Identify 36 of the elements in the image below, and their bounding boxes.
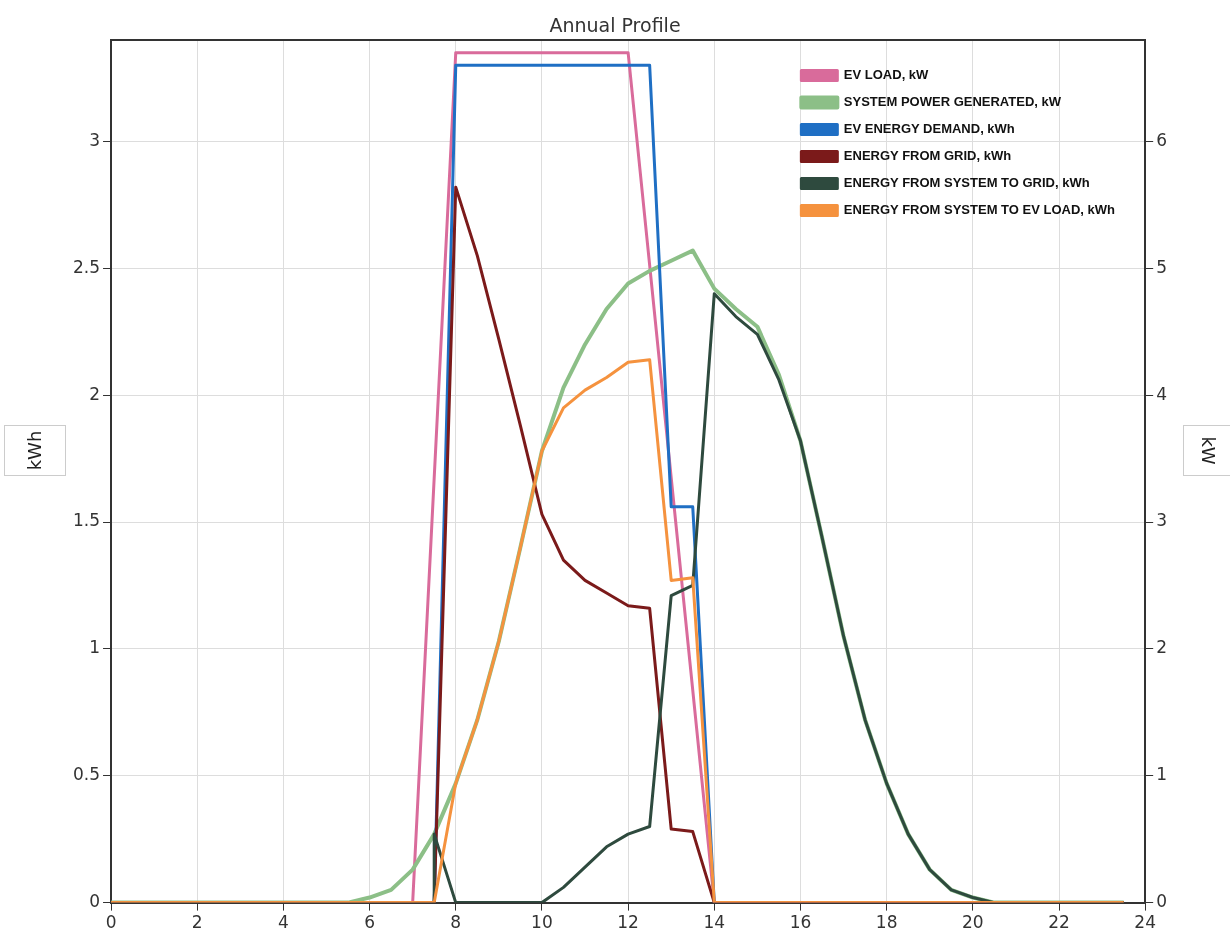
x-tick-label: 22	[1048, 912, 1070, 933]
x-tick-label: 10	[531, 912, 553, 933]
y2-axis-title: kW	[1197, 436, 1219, 465]
chart-title: Annual Profile	[548, 14, 682, 36]
y2-tick-label: 3	[1156, 510, 1168, 531]
x-tick-label: 14	[703, 912, 726, 933]
y2-tick-label: 4	[1156, 383, 1168, 404]
x-tick-label: 4	[277, 912, 289, 933]
y-tick-label: 2	[89, 383, 101, 404]
legend-label: EV LOAD, kW	[843, 67, 930, 83]
y-tick-label: 0	[89, 891, 101, 912]
legend-label: ENERGY FROM SYSTEM TO EV LOAD, kWh	[843, 202, 1116, 218]
y-tick-label: 1.5	[72, 510, 101, 531]
x-tick-label: 6	[364, 912, 375, 933]
y2-tick-label: 6	[1156, 129, 1168, 150]
y-tick-label: 1	[89, 637, 101, 658]
x-tick-label: 2	[191, 912, 203, 933]
legend-label: ENERGY FROM GRID, kWh	[843, 148, 1012, 164]
x-tick-label: 20	[962, 912, 984, 933]
x-tick-label: 0	[105, 912, 117, 933]
legend-label: EV ENERGY DEMAND, kWh	[843, 121, 1015, 137]
y2-tick-label: 1	[1156, 764, 1168, 785]
y2-tick-label: 2	[1156, 637, 1168, 658]
y2-tick-label: 5	[1156, 256, 1168, 277]
y-axis-title: kWh	[24, 430, 46, 471]
y-tick-label: 2.5	[72, 256, 101, 277]
x-tick-label: 24	[1134, 912, 1156, 933]
y-tick-label: 3	[89, 129, 101, 150]
legend-label: ENERGY FROM SYSTEM TO GRID, kWh	[843, 175, 1090, 191]
legend-label: SYSTEM POWER GENERATED, kW	[843, 94, 1062, 110]
x-tick-label: 12	[617, 912, 639, 933]
y-tick-label: 0.5	[72, 764, 101, 785]
x-tick-label: 18	[875, 912, 898, 933]
x-tick-label: 16	[789, 912, 812, 933]
x-tick-label: 8	[450, 912, 462, 933]
y2-tick-label: 0	[1156, 891, 1168, 912]
